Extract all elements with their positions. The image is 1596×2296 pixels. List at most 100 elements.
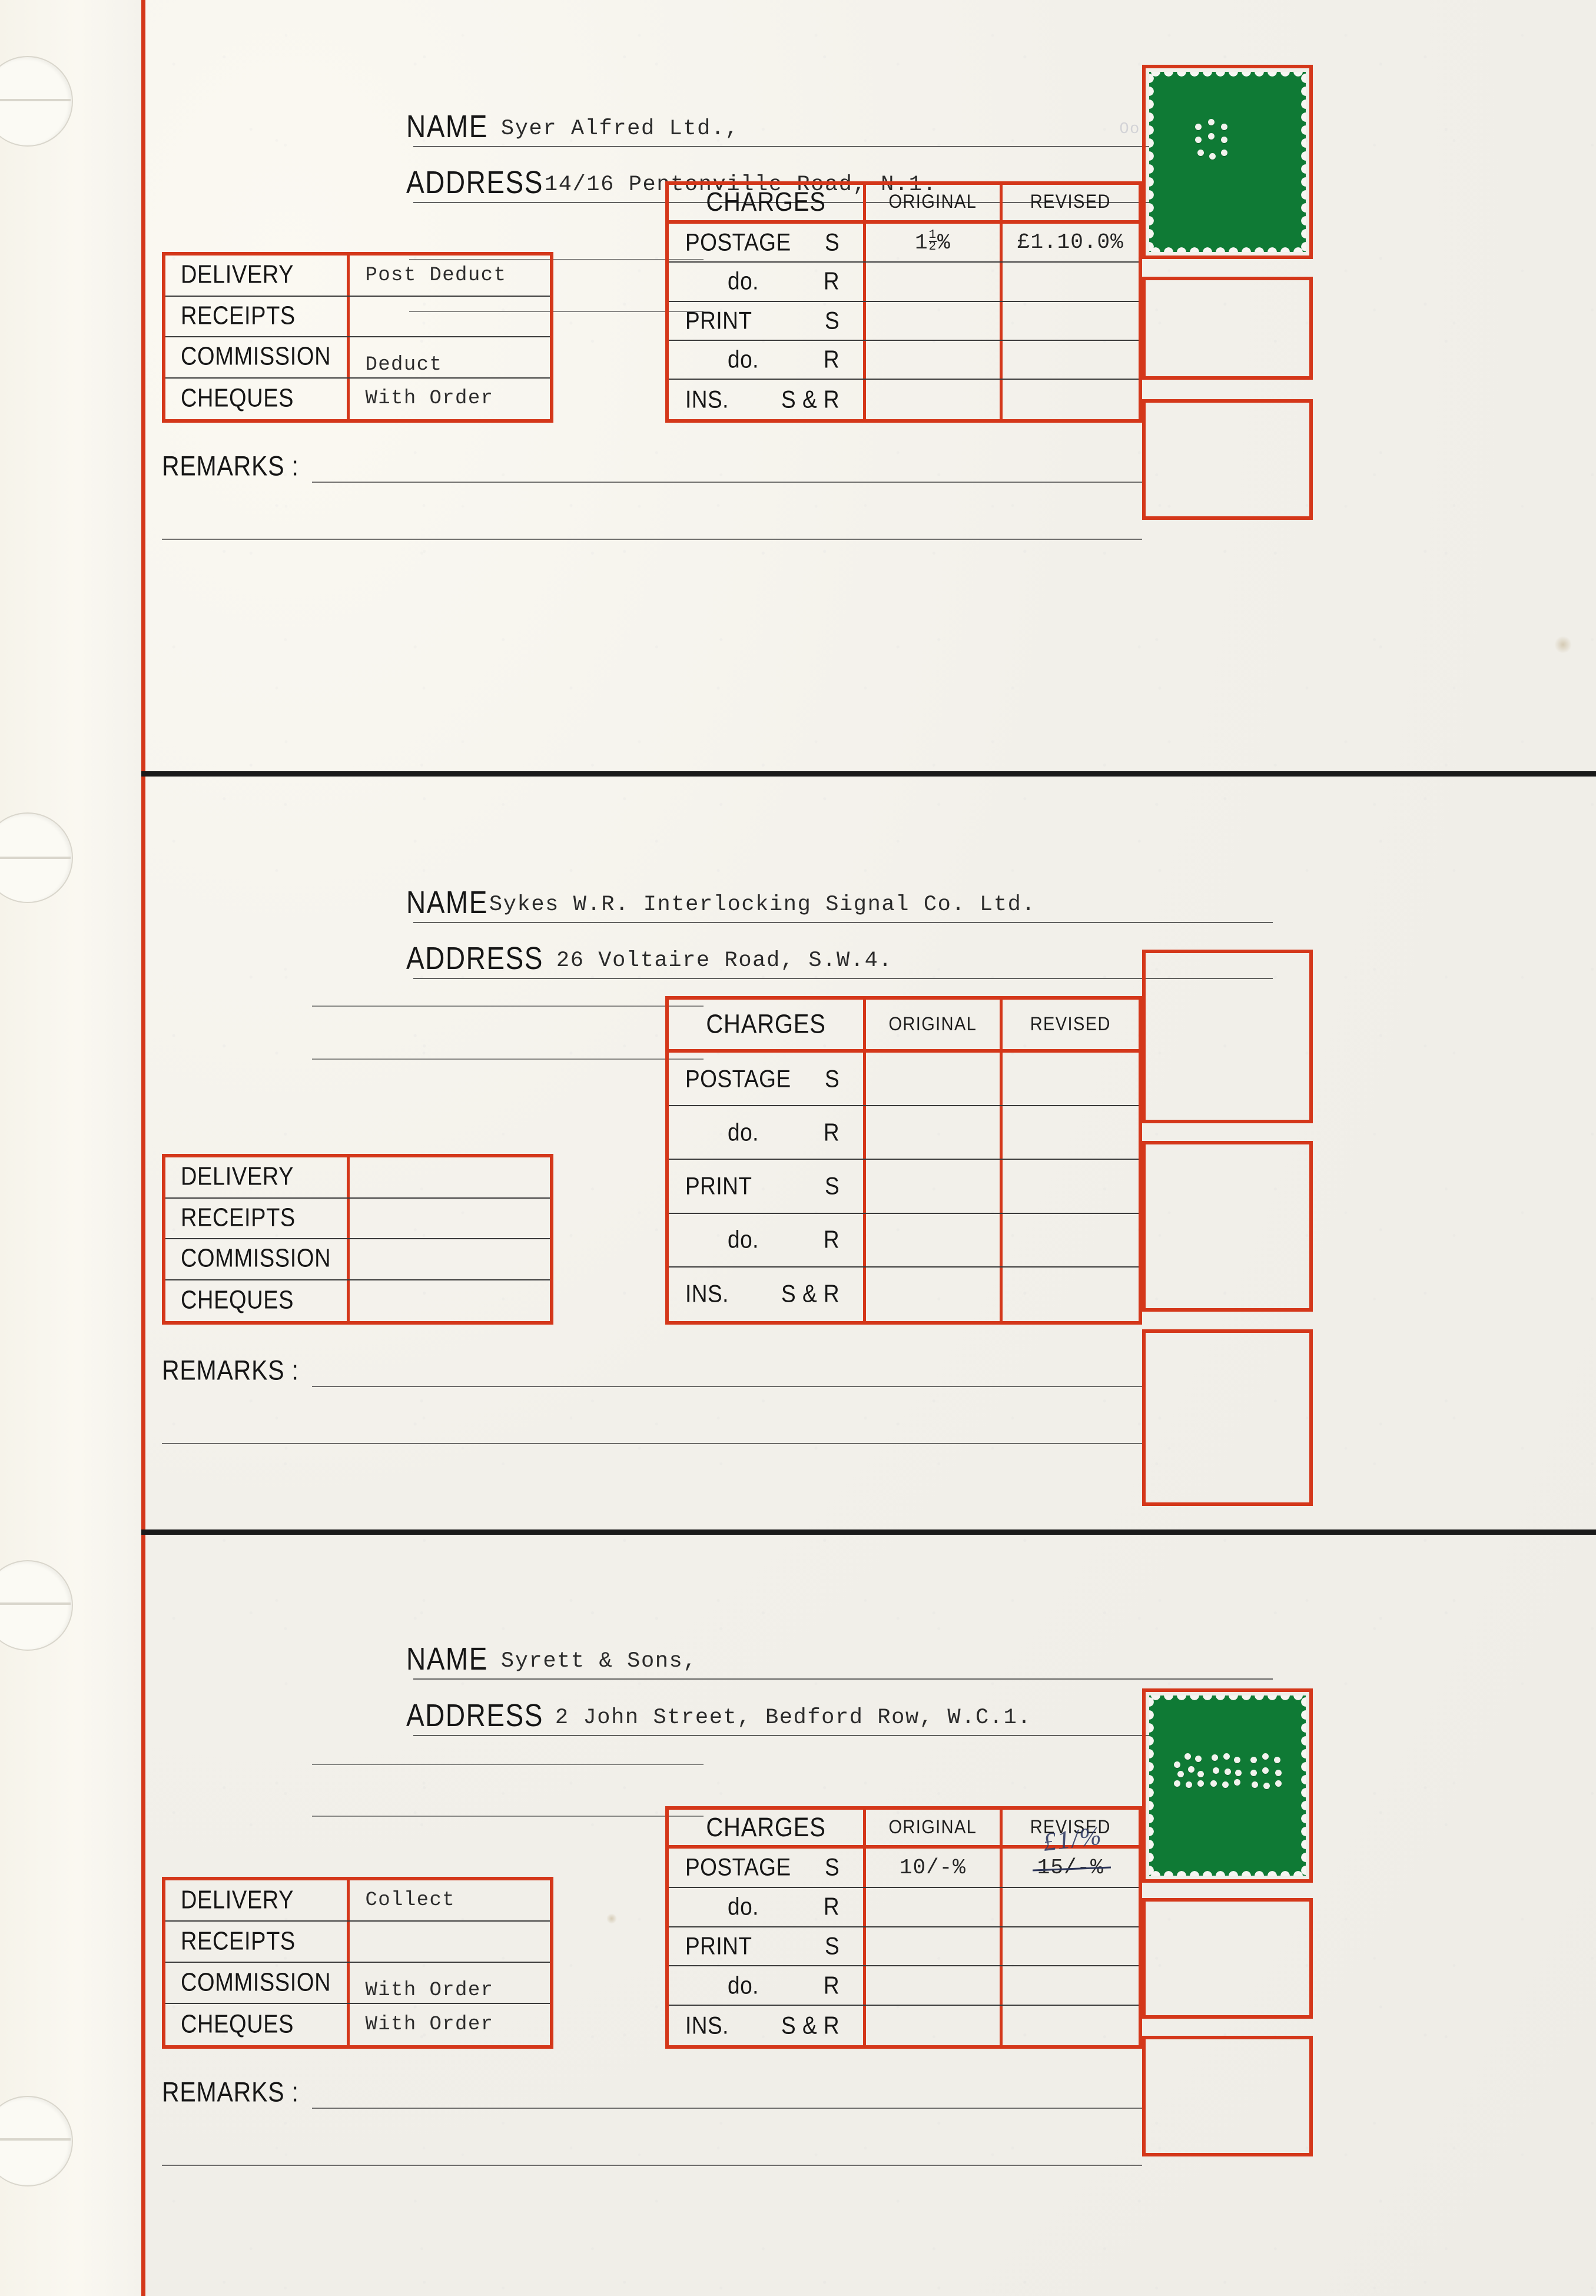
- stamp-box[interactable]: [1142, 1688, 1313, 1883]
- charge-row-label-cell: PRINT S: [669, 1160, 867, 1213]
- original-value-cell[interactable]: [866, 1887, 1003, 1926]
- original-value-cell[interactable]: [866, 1053, 1003, 1106]
- revised-value-cell[interactable]: [1003, 263, 1139, 300]
- charges-header-row: CHARGES ORIGINAL REVISED: [669, 185, 1139, 224]
- receipts-row-value-cell[interactable]: [350, 297, 550, 337]
- stamp-box[interactable]: [1142, 1898, 1313, 2019]
- charge-name: PRINT: [685, 1172, 752, 1200]
- address-value[interactable]: 14/16 Pentonville Road, N.1.: [544, 172, 937, 197]
- record-divider: [141, 771, 1596, 777]
- name-value[interactable]: Sykes W.R. Interlocking Signal Co. Ltd.: [489, 892, 1036, 917]
- original-value-cell[interactable]: [866, 1966, 1003, 2005]
- charge-name: do.: [728, 1119, 759, 1146]
- revised-value-cell[interactable]: [1003, 1106, 1139, 1159]
- revised-value-cell[interactable]: [1003, 1927, 1139, 1966]
- original-value-cell[interactable]: [866, 380, 1003, 419]
- original-value-cell[interactable]: [866, 2006, 1003, 2045]
- commission-row-value-cell[interactable]: Deduct: [350, 337, 550, 377]
- original-value-cell[interactable]: [866, 1267, 1003, 1321]
- address-value[interactable]: 2 John Street, Bedford Row, W.C.1.: [555, 1706, 1032, 1730]
- revised-value-cell[interactable]: [1003, 1053, 1139, 1105]
- charge-name: do.: [728, 1893, 759, 1920]
- stamp-box[interactable]: [1142, 2036, 1313, 2156]
- charge-row-label-cell: do. R: [669, 1887, 867, 1926]
- stamp-box[interactable]: [1142, 399, 1313, 520]
- revised-value-cell[interactable]: [1003, 380, 1139, 419]
- commission-row-value-cell[interactable]: With Order: [350, 1963, 550, 2003]
- remarks-line[interactable]: [312, 482, 1142, 483]
- delivery-row-value-cell[interactable]: [350, 1157, 550, 1197]
- remarks-label: REMARKS :: [162, 2076, 299, 2108]
- revised-value-cell[interactable]: [1003, 1268, 1139, 1321]
- name-underline: [413, 922, 1273, 923]
- charge-name: INS.: [685, 385, 729, 413]
- remarks-line[interactable]: [162, 539, 1142, 540]
- name-label: NAME: [406, 1641, 488, 1677]
- original-value-cell[interactable]: 10/-%: [866, 1849, 1003, 1887]
- charges-header-label: CHARGES: [706, 1812, 826, 1842]
- receipts-row-value-cell[interactable]: [350, 1199, 550, 1239]
- name-underline: [413, 146, 1273, 147]
- charge-row-label: PRINT S: [669, 1172, 863, 1200]
- revised-value-cell[interactable]: [1003, 341, 1139, 379]
- original-value-cell[interactable]: [866, 301, 1003, 340]
- record-divider: [141, 1529, 1596, 1535]
- cheques-row-value-cell[interactable]: With Order: [350, 379, 550, 420]
- table-row: do. R: [669, 341, 1139, 380]
- revised-value-cell[interactable]: [1003, 1214, 1139, 1266]
- record-entry: NAME Sykes W.R. Interlocking Signal Co. …: [141, 776, 1596, 1534]
- stamp-box[interactable]: [1142, 950, 1313, 1123]
- receipts-row-label-cell: RECEIPTS: [165, 1198, 350, 1238]
- original-header-cell: ORIGINAL: [866, 1000, 1003, 1050]
- delivery-row-value-cell[interactable]: Collect: [350, 1880, 550, 1920]
- delivery-row-value-cell[interactable]: Post Deduct: [350, 256, 550, 296]
- revised-value-cell[interactable]: [1003, 302, 1139, 340]
- original-value-cell[interactable]: [866, 341, 1003, 379]
- charge-row-label-cell: INS. S & R: [669, 2006, 867, 2045]
- charge-row-label: POSTAGE S: [669, 228, 863, 256]
- charge-suffix: R: [823, 346, 840, 373]
- binder-margin: [0, 0, 141, 2296]
- stamp-box[interactable]: [1142, 1329, 1313, 1506]
- cheques-row-value-cell[interactable]: [350, 1280, 550, 1322]
- receipts-row-value-cell[interactable]: [350, 1922, 550, 1962]
- revised-value: £1.10.0%: [1017, 230, 1124, 255]
- original-value-cell[interactable]: 1 1 2%: [866, 223, 1003, 262]
- revised-value-cell[interactable]: [1003, 1966, 1139, 2005]
- commission-row-value-cell[interactable]: [350, 1239, 550, 1279]
- original-value-cell[interactable]: [866, 1106, 1003, 1159]
- address-extra-rule: [409, 259, 704, 260]
- revised-value-cell[interactable]: 15/-% £1/%: [1003, 1821, 1139, 1887]
- name-value[interactable]: Syer Alfred Ltd.,: [500, 117, 739, 141]
- table-row: do. R: [669, 1213, 1139, 1268]
- revised-value-cell[interactable]: [1003, 1888, 1139, 1926]
- stamp-box[interactable]: [1142, 65, 1313, 259]
- table-row: PRINT S: [669, 1927, 1139, 1967]
- stamp-box[interactable]: [1142, 1141, 1313, 1312]
- original-value-cell[interactable]: [866, 263, 1003, 301]
- charge-name: do.: [728, 346, 759, 373]
- revised-value-cell[interactable]: [1003, 2006, 1139, 2045]
- table-row: do. R: [669, 1966, 1139, 2006]
- table-row: do. R: [669, 1106, 1139, 1160]
- stamp-box[interactable]: [1142, 277, 1313, 380]
- delivery-row-label-cell: DELIVERY: [165, 1880, 350, 1920]
- original-value-cell[interactable]: [866, 1213, 1003, 1266]
- remarks-line[interactable]: [312, 1386, 1142, 1387]
- name-value[interactable]: Syrett & Sons,: [500, 1649, 698, 1674]
- original-value-cell[interactable]: [866, 1927, 1003, 1966]
- table-row: PRINT S: [669, 1160, 1139, 1214]
- cheques-row-label-cell: CHEQUES: [165, 378, 350, 419]
- address-value[interactable]: 26 Voltaire Road, S.W.4.: [556, 948, 893, 973]
- cheques-row-value-cell[interactable]: With Order: [350, 2004, 550, 2045]
- original-value-cell[interactable]: [866, 1160, 1003, 1213]
- remarks-line[interactable]: [162, 2165, 1142, 2166]
- revised-value-cell[interactable]: £1.10.0%: [1003, 224, 1139, 261]
- remarks-line[interactable]: [162, 1443, 1142, 1444]
- address-extra-rule: [312, 1816, 704, 1817]
- revised-value-cell[interactable]: [1003, 1160, 1139, 1212]
- charge-row-label-cell: INS. S & R: [669, 380, 867, 419]
- stamp-perforation: [1149, 1696, 1306, 1702]
- remarks-line[interactable]: [312, 2108, 1142, 2109]
- table-row: CHEQUES With Order: [165, 2004, 550, 2045]
